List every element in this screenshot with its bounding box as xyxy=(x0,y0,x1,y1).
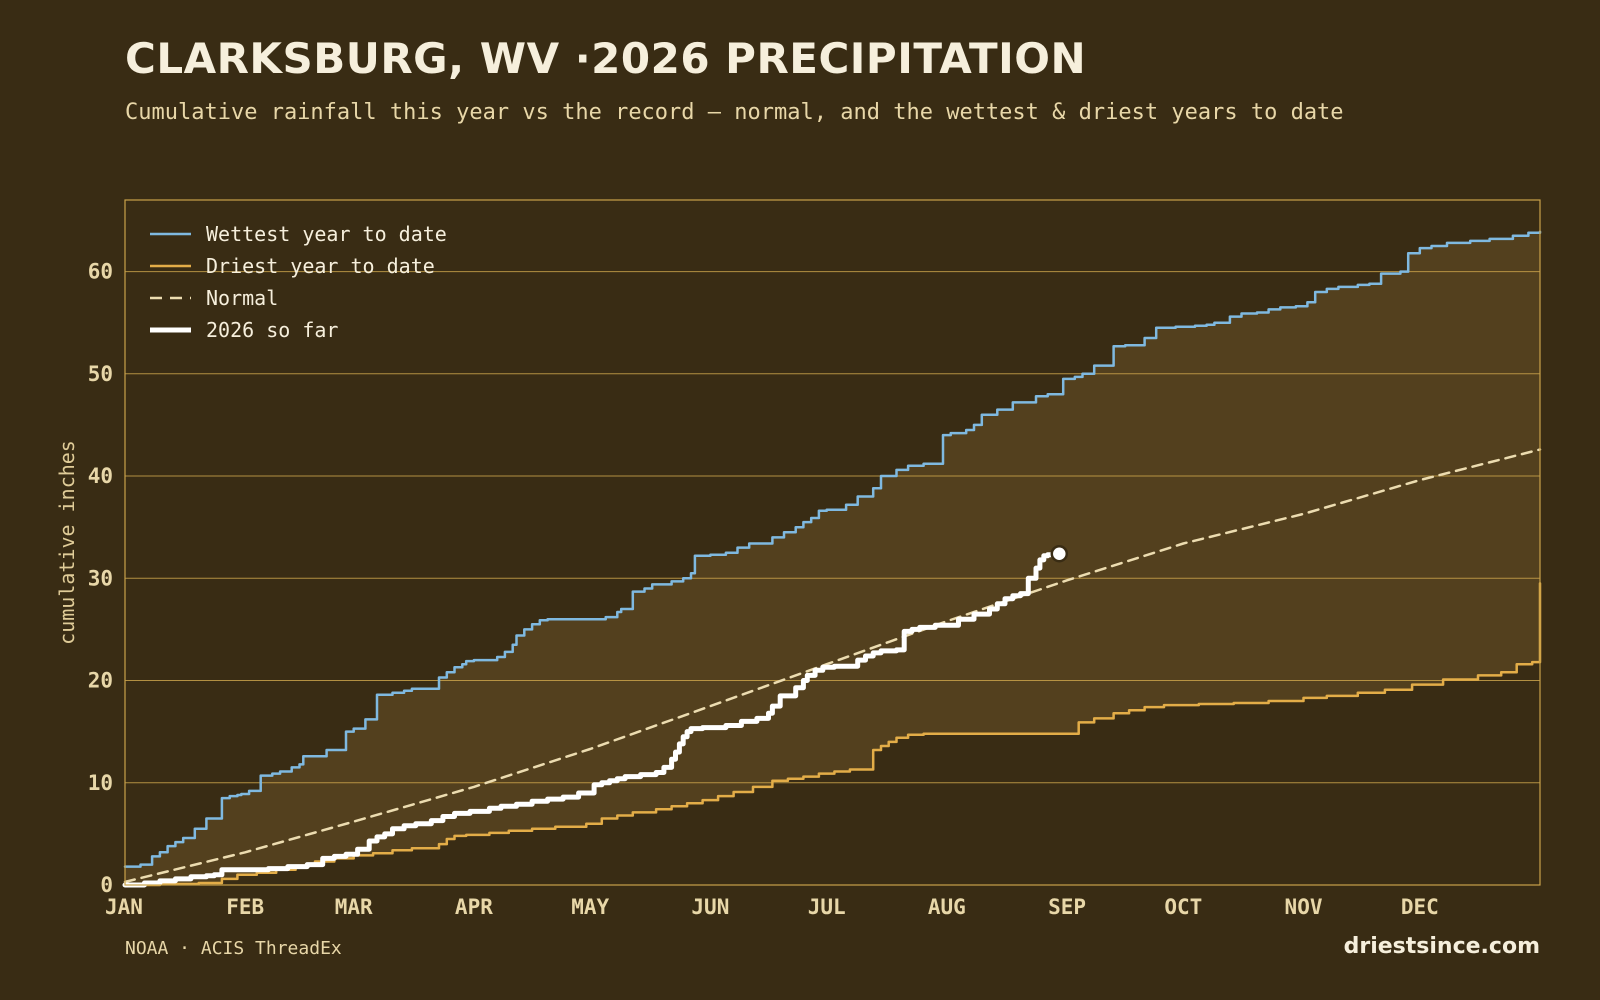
y-tick-label: 30 xyxy=(88,566,113,590)
legend-label-driest: Driest year to date xyxy=(206,254,435,278)
x-tick-label: SEP xyxy=(1048,895,1086,919)
legend-label-normal: Normal xyxy=(206,286,278,310)
x-tick-label: JUL xyxy=(808,895,846,919)
series-layer xyxy=(122,230,1542,888)
x-tick-label: MAY xyxy=(571,895,609,919)
x-tick-label: AUG xyxy=(928,895,966,919)
series-wettest-line xyxy=(123,230,1542,868)
source-credit: NOAA · ACIS ThreadEx xyxy=(125,938,342,959)
x-tick-label: NOV xyxy=(1285,895,1323,919)
y-tick-label: 20 xyxy=(88,669,113,693)
y-axis-ticks: 0 10 20 30 40 50 60 xyxy=(88,260,113,897)
y-tick-label: 50 xyxy=(88,362,113,386)
y-tick-label: 60 xyxy=(88,260,113,284)
x-tick-label: APR xyxy=(455,895,493,919)
x-tick-label: JAN xyxy=(105,895,143,919)
x-tick-label: OCT xyxy=(1164,895,1202,919)
y-axis-label: cumulative inches xyxy=(55,440,79,645)
legend-label-current: 2026 so far xyxy=(206,318,338,342)
x-axis-ticks: JAN FEB MAR APR MAY JUN JUL AUG SEP OCT NOV DEC xyxy=(105,895,1439,919)
y-tick-label: 0 xyxy=(100,873,113,897)
legend: Wettest year to date Driest year to date N… xyxy=(150,222,447,342)
x-tick-label: DEC xyxy=(1401,895,1439,919)
current-endpoint-marker[interactable] xyxy=(1050,544,1069,563)
x-tick-label: FEB xyxy=(226,895,264,919)
brand-link[interactable]: driestsince.com xyxy=(1343,934,1540,959)
plot-frame xyxy=(124,199,1541,886)
series-driest-line xyxy=(123,582,1542,887)
y-tick-label: 10 xyxy=(88,771,113,795)
y-tick-label: 40 xyxy=(88,464,113,488)
series-normal-line xyxy=(123,448,1542,884)
legend-label-wettest: Wettest year to date xyxy=(206,222,447,246)
wettest-driest-band xyxy=(125,231,1540,885)
page-subtitle: Cumulative rainfall this year vs the rec… xyxy=(125,100,1344,125)
page-title: CLARKSBURG, WV ·2026 PRECIPITATION xyxy=(125,34,1087,83)
series-current-line xyxy=(122,551,1062,888)
x-tick-label: MAR xyxy=(335,895,373,919)
x-tick-label: JUN xyxy=(691,895,729,919)
